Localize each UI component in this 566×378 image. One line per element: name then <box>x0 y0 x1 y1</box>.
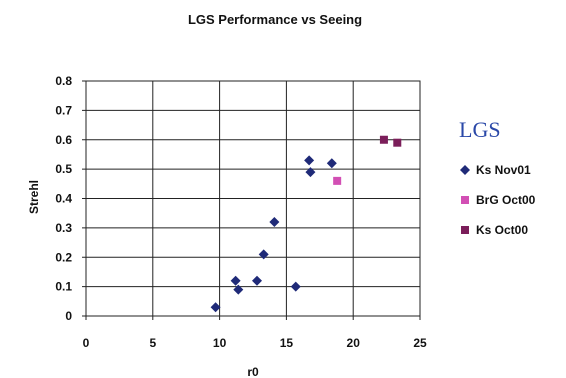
legend-marker <box>460 165 470 175</box>
y-tick-label: 0.6 <box>55 133 72 147</box>
y-axis-label: Strehl <box>27 180 41 214</box>
x-tick-label: 0 <box>83 336 90 350</box>
y-axis: 0 0.1 0.2 0.3 0.4 0.5 0.6 0.7 0.8 <box>55 74 86 323</box>
legend-marker <box>461 226 469 234</box>
y-tick-label: 0.8 <box>55 74 72 88</box>
data-point <box>230 275 241 286</box>
y-tick-label: 0 <box>65 309 72 323</box>
data-point <box>233 284 244 295</box>
x-axis-label: r0 <box>247 365 259 378</box>
data-point <box>210 302 221 313</box>
annotation-lgs: LGS <box>459 117 501 142</box>
chart-title: LGS Performance vs Seeing <box>188 12 362 27</box>
x-axis: 0 5 10 15 20 25 <box>83 316 427 350</box>
y-tick-label: 0.4 <box>55 192 72 206</box>
data-point <box>305 167 316 178</box>
data-point <box>269 217 280 227</box>
x-tick-label: 25 <box>413 336 427 350</box>
legend-marker <box>461 196 469 204</box>
data-point <box>333 176 342 185</box>
data-point <box>393 138 402 147</box>
y-tick-label: 0.5 <box>55 162 72 176</box>
legend-label: BrG Oct00 <box>476 193 536 207</box>
legend: Ks Nov01 BrG Oct00 Ks Oct00 <box>460 163 536 237</box>
data-points <box>210 135 402 313</box>
legend-label: Ks Oct00 <box>476 223 528 237</box>
y-tick-label: 0.7 <box>55 103 72 117</box>
x-tick-label: 10 <box>213 336 227 350</box>
x-tick-label: 15 <box>280 336 294 350</box>
data-point <box>290 281 301 292</box>
data-point <box>379 135 388 144</box>
x-tick-label: 5 <box>149 336 156 350</box>
data-point <box>252 275 263 286</box>
x-tick-label: 20 <box>347 336 361 350</box>
y-tick-label: 0.2 <box>55 250 72 264</box>
data-point <box>258 249 269 260</box>
y-tick-label: 0.3 <box>55 221 72 235</box>
data-point <box>304 155 315 166</box>
legend-label: Ks Nov01 <box>476 163 531 177</box>
y-tick-label: 0.1 <box>55 280 72 294</box>
data-point <box>326 158 337 169</box>
